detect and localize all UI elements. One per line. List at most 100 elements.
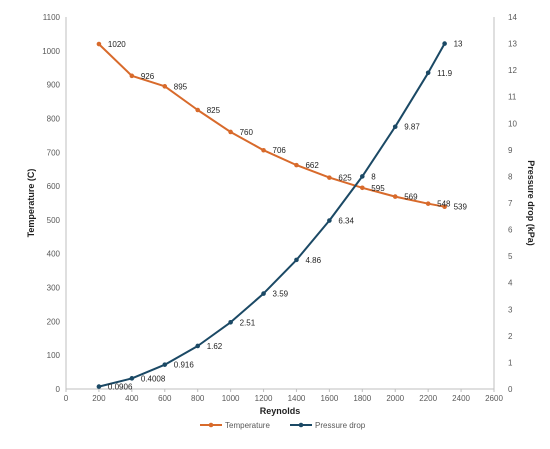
data-label: 569: [404, 193, 418, 202]
data-label: 0.916: [174, 361, 195, 370]
data-label: 625: [338, 174, 352, 183]
x-tick-label: 2000: [386, 394, 404, 403]
legend-swatch-marker: [208, 422, 214, 428]
y-right-tick-label: 2: [508, 332, 513, 341]
y-left-tick-label: 0: [56, 385, 61, 394]
axes: 0 200 400 600 800 1000 1200 1400 1600 1800 2000 220…: [42, 13, 517, 403]
data-labels: 1020 926 895 825 760 706 662 625 595 569 548 539 0.0…: [108, 40, 468, 392]
x-axis-title: Reynolds: [260, 406, 301, 416]
data-label: 539: [454, 203, 468, 212]
y-right-tick-label: 13: [508, 40, 517, 49]
y-right-tick-label: 5: [508, 252, 513, 261]
data-label: 0.0906: [108, 383, 133, 392]
y-axis-left-title: Temperature (C): [26, 169, 36, 238]
y-left-tick-label: 1000: [42, 47, 60, 56]
data-label: 595: [371, 184, 385, 193]
x-tick-label: 1400: [288, 394, 306, 403]
data-label: 8: [371, 172, 376, 181]
data-point: [162, 84, 168, 89]
x-tick-label: 200: [92, 394, 106, 403]
data-point: [360, 174, 365, 179]
data-point: [327, 218, 332, 223]
y-axis-right-title: Pressure drop (kPa): [526, 160, 536, 246]
y-left-tick-label: 1100: [43, 13, 61, 22]
data-point: [96, 384, 102, 389]
data-label: 4.86: [305, 256, 321, 265]
data-point: [195, 343, 200, 349]
y-left-tick-label: 900: [47, 81, 61, 90]
series-line-temperature: [98, 43, 445, 208]
y-left-tick-label: 500: [47, 216, 61, 225]
legend-swatch-marker: [298, 422, 304, 428]
x-tick-label: 1800: [353, 394, 371, 403]
y-left-tick-label: 700: [47, 148, 61, 157]
data-label: 706: [273, 146, 287, 155]
x-tick-label: 1600: [320, 394, 338, 403]
data-label: 1020: [108, 40, 126, 49]
data-label: 2.51: [240, 318, 256, 327]
y-right-tick-label: 1: [508, 358, 513, 367]
data-label: 6.34: [338, 217, 354, 226]
data-point: [442, 204, 447, 210]
x-tick-label: 600: [158, 394, 172, 403]
data-label: 3.59: [273, 290, 289, 299]
data-label: 926: [141, 72, 155, 81]
data-label: 0.4008: [141, 374, 166, 383]
x-tick-label: 1200: [255, 394, 273, 403]
y-left-tick-label: 400: [47, 250, 61, 259]
legend-entry: Temperature: [225, 421, 270, 430]
y-right-tick-label: 3: [508, 305, 513, 314]
data-label: 548: [437, 200, 451, 209]
data-point: [442, 41, 447, 46]
data-label: 662: [305, 161, 319, 170]
y-right-tick-label: 7: [508, 199, 513, 208]
series-line-pressure-drop: [98, 43, 446, 388]
legend-entry: Pressure drop: [315, 421, 366, 430]
data-point: [294, 162, 299, 168]
data-point: [228, 129, 233, 135]
x-tick-label: 400: [125, 394, 139, 403]
legend: Temperature Pressure drop: [200, 421, 366, 430]
data-label: 13: [454, 40, 463, 49]
data-label: 825: [207, 106, 221, 115]
data-point: [129, 73, 135, 79]
y-right-tick-label: 14: [508, 13, 517, 22]
y-left-tick-label: 800: [47, 114, 61, 123]
data-point: [294, 257, 299, 263]
y-right-tick-label: 6: [508, 226, 513, 235]
y-right-tick-label: 4: [508, 279, 513, 288]
data-point: [327, 175, 332, 180]
data-point: [96, 41, 102, 47]
data-point: [261, 291, 266, 296]
x-tick-label: 0: [64, 394, 69, 403]
data-label: 9.87: [404, 123, 420, 132]
data-point: [261, 147, 266, 153]
y-right-tick-label: 12: [508, 66, 517, 75]
data-point: [392, 124, 398, 130]
data-label: 760: [240, 128, 254, 137]
data-point: [228, 320, 233, 325]
x-tick-label: 2200: [419, 394, 437, 403]
series-layer: [96, 41, 447, 389]
data-label: 11.9: [437, 69, 453, 78]
data-point: [392, 194, 398, 199]
data-point: [162, 362, 168, 367]
x-tick-label: 2400: [452, 394, 470, 403]
y-right-tick-label: 8: [508, 172, 513, 181]
y-left-tick-label: 200: [47, 317, 61, 326]
x-tick-label: 800: [191, 394, 205, 403]
data-point: [425, 70, 431, 76]
y-right-tick-label: 0: [508, 385, 513, 394]
data-point: [195, 107, 200, 113]
data-point: [129, 376, 135, 381]
x-tick-label: 1000: [222, 394, 240, 403]
data-point: [360, 185, 365, 191]
y-right-tick-label: 11: [508, 93, 517, 102]
data-label: 895: [174, 82, 188, 91]
y-right-tick-label: 10: [508, 119, 517, 128]
y-left-tick-label: 600: [47, 182, 61, 191]
x-tick-label: 2600: [485, 394, 503, 403]
y-right-tick-label: 9: [508, 146, 513, 155]
